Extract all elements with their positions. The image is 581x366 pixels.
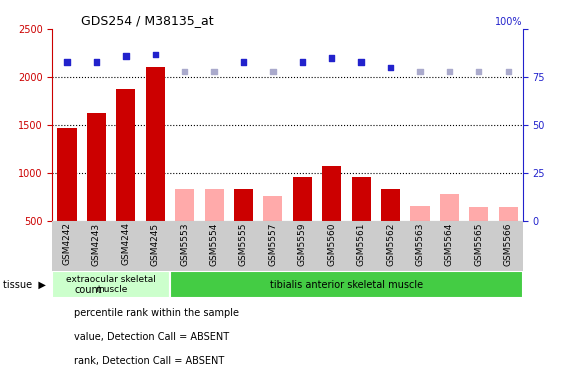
Text: count: count (74, 285, 102, 295)
Point (444, 69, 454, 75)
Bar (87, 113, 106, 221)
Bar (498, 207, 518, 221)
Text: rank, Detection Call = ABSENT: rank, Detection Call = ABSENT (74, 356, 225, 366)
Point (268, 69, 278, 75)
Bar (234, 189, 253, 221)
Bar (175, 189, 194, 221)
Text: GSM4244: GSM4244 (121, 223, 130, 265)
Bar (440, 194, 459, 221)
Bar (205, 189, 224, 221)
Bar (352, 177, 371, 221)
Text: GDS254 / M38135_at: GDS254 / M38135_at (81, 14, 214, 27)
Text: GSM5566: GSM5566 (504, 223, 512, 266)
Text: value, Detection Call = ABSENT: value, Detection Call = ABSENT (74, 332, 229, 342)
Point (474, 69, 483, 75)
Text: GSM5553: GSM5553 (180, 223, 189, 266)
Text: GSM5554: GSM5554 (210, 223, 218, 266)
Text: GSM5555: GSM5555 (239, 223, 248, 266)
Bar (469, 207, 489, 221)
Text: percentile rank within the sample: percentile rank within the sample (74, 309, 239, 318)
Point (92, 59, 101, 65)
Text: GSM5563: GSM5563 (415, 223, 425, 266)
Text: tissue  ▶: tissue ▶ (3, 280, 46, 290)
Bar (322, 166, 341, 221)
Bar (293, 177, 312, 221)
Text: GSM5561: GSM5561 (357, 223, 365, 266)
Point (239, 59, 248, 65)
Bar (58, 128, 77, 221)
Text: GSM5565: GSM5565 (474, 223, 483, 266)
Bar (381, 189, 400, 221)
Point (209, 69, 218, 75)
Text: GSM5559: GSM5559 (298, 223, 307, 266)
Bar (116, 89, 135, 221)
Text: tibialis anterior skeletal muscle: tibialis anterior skeletal muscle (270, 280, 423, 290)
Bar (146, 67, 165, 221)
Point (504, 69, 513, 75)
Text: GSM4243: GSM4243 (92, 223, 101, 266)
Bar (263, 197, 282, 221)
Point (415, 69, 425, 75)
Bar (170, 271, 523, 298)
Text: GSM5564: GSM5564 (445, 223, 454, 266)
Text: GSM5557: GSM5557 (268, 223, 277, 266)
Point (386, 65, 395, 71)
Point (297, 59, 307, 65)
Point (327, 55, 336, 61)
Bar (410, 206, 429, 221)
Point (180, 69, 189, 75)
Text: GSM4245: GSM4245 (150, 223, 160, 266)
Text: GSM4242: GSM4242 (63, 223, 71, 265)
Text: 100%: 100% (496, 17, 523, 27)
Text: GSM5562: GSM5562 (386, 223, 395, 266)
Point (62, 59, 71, 65)
Point (150, 51, 160, 57)
Text: GSM5560: GSM5560 (327, 223, 336, 266)
Point (357, 59, 366, 65)
Bar (52, 271, 170, 298)
Text: extraocular skeletal
muscle: extraocular skeletal muscle (66, 275, 156, 294)
Point (121, 53, 131, 59)
